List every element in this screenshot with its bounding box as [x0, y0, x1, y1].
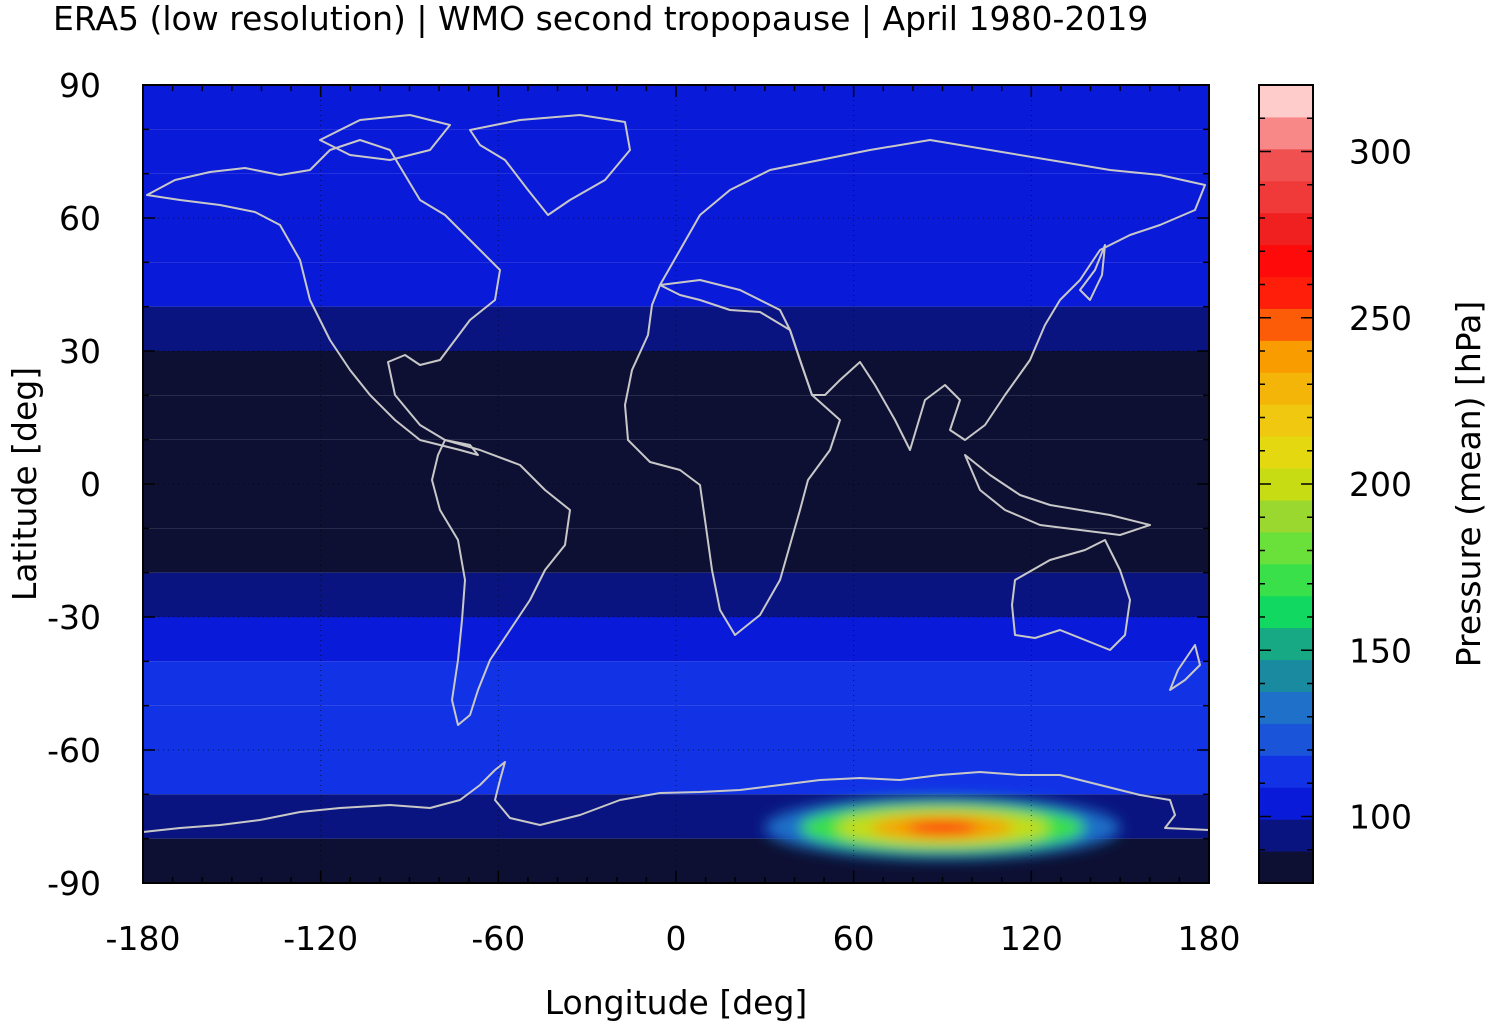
y-tick-label: 0 [80, 465, 101, 504]
colorbar-segment [1259, 851, 1313, 884]
coast-japan [1079, 244, 1106, 301]
coast-north-america [146, 139, 501, 456]
colorbar-segment [1259, 436, 1313, 469]
axis-ticks [142, 84, 1210, 884]
x-tick-label: 0 [666, 919, 687, 958]
y-tick-label: 60 [59, 199, 101, 238]
coast-australia [1011, 539, 1131, 651]
pressure-band [143, 351, 1209, 396]
colorbar-segment [1259, 755, 1313, 788]
colorbar-segment [1259, 499, 1313, 533]
colorbar-segment [1259, 116, 1313, 150]
colorbar-segment [1259, 563, 1313, 597]
colorbar-segment [1259, 691, 1313, 724]
pressure-band [143, 439, 1209, 484]
coast-antarctica [143, 761, 1209, 833]
pressure-band [143, 395, 1209, 440]
coastlines [143, 114, 1209, 833]
pressure-band [143, 705, 1209, 750]
coast-greenland [469, 114, 631, 216]
x-tick-label: -180 [106, 919, 181, 958]
colorbar-segment [1259, 595, 1313, 629]
pressure-band [143, 661, 1209, 706]
colorbar-segment [1259, 212, 1313, 246]
y-tick-label: -90 [47, 864, 101, 903]
pressure-hotspot [906, 820, 979, 835]
colorbar-segment [1259, 723, 1313, 756]
x-tick-label: 60 [833, 919, 875, 958]
coast-eurasia [659, 139, 1206, 451]
colorbar-segment [1259, 404, 1313, 437]
colorbar-tick-label: 100 [1349, 798, 1412, 837]
pressure-hotspots [764, 795, 1121, 860]
colorbar [1259, 85, 1313, 884]
colorbar-segment [1259, 372, 1313, 405]
x-tick-label: 180 [1178, 919, 1241, 958]
colorbar-segment [1259, 659, 1313, 692]
coast-indonesia [964, 454, 1151, 536]
pressure-bands [143, 85, 1209, 883]
coast-south-america [431, 439, 571, 726]
colorbar-segment [1259, 276, 1313, 309]
x-axis-label: Longitude [deg] [545, 983, 808, 1022]
pressure-band [143, 750, 1209, 795]
pressure-band [143, 306, 1209, 351]
y-tick-label: 90 [59, 66, 101, 105]
colorbar-segment [1259, 148, 1313, 182]
colorbar-ticks: 100 150 200 250 300 [1259, 84, 1412, 884]
x-tick-label: -120 [283, 919, 358, 958]
colorbar-segment [1259, 787, 1313, 820]
gridlines [143, 85, 1209, 883]
y-tick-labels: 90 60 30 0 -30 -60 -90 [47, 66, 101, 903]
colorbar-tick-label: 300 [1349, 133, 1412, 172]
colorbar-tick-label: 250 [1349, 299, 1412, 338]
colorbar-segment [1259, 244, 1313, 278]
colorbar-segment [1259, 531, 1313, 565]
colorbar-segment [1259, 819, 1313, 852]
y-tick-label: 30 [59, 332, 101, 371]
pressure-band [143, 262, 1209, 307]
y-tick-label: -30 [47, 598, 101, 637]
colorbar-label: Pressure (mean) [hPa] [1449, 301, 1488, 668]
colorbar-segment [1259, 627, 1313, 661]
pressure-band [143, 129, 1209, 174]
x-tick-label: -60 [471, 919, 525, 958]
colorbar-tick-label: 200 [1349, 465, 1412, 504]
chart-title: ERA5 (low resolution) | WMO second tropo… [53, 0, 1148, 38]
x-tick-label: 120 [1000, 919, 1063, 958]
y-tick-label: -60 [47, 731, 101, 770]
colorbar-segment [1259, 308, 1313, 341]
pressure-band [143, 617, 1209, 662]
x-tick-labels: -180 -120 -60 0 60 120 180 [106, 919, 1241, 958]
colorbar-tick-label: 150 [1349, 631, 1412, 670]
colorbar-segment [1259, 340, 1313, 373]
coast-new-zealand [1169, 644, 1201, 691]
colorbar-segment [1259, 180, 1313, 214]
y-axis-label: Latitude [deg] [5, 367, 44, 601]
coast-arctic-islands [319, 114, 451, 161]
plot-area [143, 85, 1209, 883]
colorbar-segment [1259, 85, 1313, 118]
